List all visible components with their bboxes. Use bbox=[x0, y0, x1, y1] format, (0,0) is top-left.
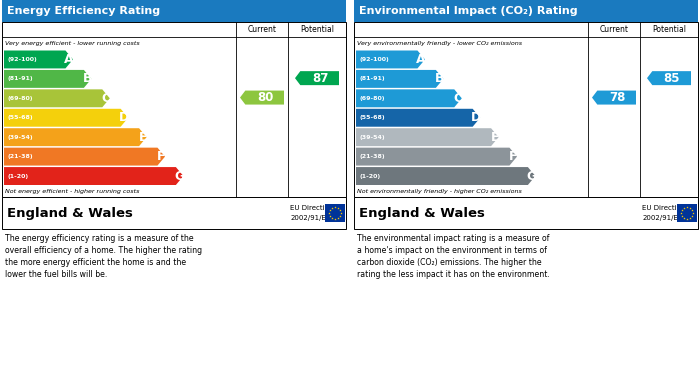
Polygon shape bbox=[356, 128, 498, 146]
Polygon shape bbox=[356, 90, 462, 107]
Text: Environmental Impact (CO₂) Rating: Environmental Impact (CO₂) Rating bbox=[359, 6, 578, 16]
Polygon shape bbox=[4, 148, 165, 165]
Text: EU Directive: EU Directive bbox=[290, 206, 332, 212]
Polygon shape bbox=[647, 71, 691, 85]
Polygon shape bbox=[356, 50, 425, 68]
Polygon shape bbox=[356, 167, 536, 185]
Text: (21-38): (21-38) bbox=[359, 154, 384, 159]
Text: 80: 80 bbox=[257, 91, 273, 104]
Text: Not environmentally friendly - higher CO₂ emissions: Not environmentally friendly - higher CO… bbox=[357, 188, 522, 194]
Text: (1-20): (1-20) bbox=[359, 174, 380, 179]
Polygon shape bbox=[295, 71, 339, 85]
Text: F: F bbox=[157, 150, 165, 163]
Text: G: G bbox=[526, 170, 537, 183]
Text: B: B bbox=[83, 72, 92, 85]
Polygon shape bbox=[240, 91, 284, 104]
Text: Potential: Potential bbox=[652, 25, 686, 34]
Text: 2002/91/EC: 2002/91/EC bbox=[643, 215, 683, 221]
Text: A: A bbox=[64, 53, 74, 66]
Text: Very energy efficient - lower running costs: Very energy efficient - lower running co… bbox=[5, 41, 140, 45]
Bar bbox=[2, 0, 346, 22]
Text: Not energy efficient - higher running costs: Not energy efficient - higher running co… bbox=[5, 188, 139, 194]
Text: (81-91): (81-91) bbox=[7, 76, 33, 81]
Bar bbox=[2, 197, 346, 229]
Text: (21-38): (21-38) bbox=[7, 154, 33, 159]
Text: E: E bbox=[491, 131, 499, 143]
Polygon shape bbox=[4, 70, 92, 88]
Text: Current: Current bbox=[248, 25, 276, 34]
Text: (92-100): (92-100) bbox=[359, 57, 389, 62]
Text: The environmental impact rating is a measure of
a home's impact on the environme: The environmental impact rating is a mea… bbox=[357, 234, 550, 280]
Bar bbox=[354, 197, 698, 229]
Text: 85: 85 bbox=[664, 72, 680, 84]
Bar bbox=[677, 204, 697, 222]
Bar bbox=[354, 22, 698, 197]
Text: Potential: Potential bbox=[300, 25, 334, 34]
Text: E: E bbox=[139, 131, 147, 143]
Polygon shape bbox=[4, 50, 73, 68]
Polygon shape bbox=[356, 70, 443, 88]
Text: England & Wales: England & Wales bbox=[359, 206, 485, 219]
Text: 2002/91/EC: 2002/91/EC bbox=[290, 215, 331, 221]
Text: (69-80): (69-80) bbox=[359, 96, 384, 101]
Polygon shape bbox=[4, 128, 146, 146]
Text: (39-54): (39-54) bbox=[7, 135, 33, 140]
Text: (39-54): (39-54) bbox=[359, 135, 384, 140]
Text: C: C bbox=[454, 92, 463, 105]
Text: (55-68): (55-68) bbox=[7, 115, 33, 120]
Text: Energy Efficiency Rating: Energy Efficiency Rating bbox=[7, 6, 160, 16]
Polygon shape bbox=[356, 148, 517, 165]
Polygon shape bbox=[356, 109, 480, 127]
Text: Current: Current bbox=[599, 25, 629, 34]
Text: F: F bbox=[509, 150, 517, 163]
Polygon shape bbox=[4, 109, 128, 127]
Text: 78: 78 bbox=[609, 91, 625, 104]
Text: (55-68): (55-68) bbox=[359, 115, 384, 120]
Text: England & Wales: England & Wales bbox=[7, 206, 133, 219]
Text: Very environmentally friendly - lower CO₂ emissions: Very environmentally friendly - lower CO… bbox=[357, 41, 522, 45]
Text: A: A bbox=[416, 53, 426, 66]
Text: B: B bbox=[435, 72, 444, 85]
Text: D: D bbox=[119, 111, 130, 124]
Bar bbox=[354, 0, 698, 22]
Polygon shape bbox=[4, 167, 183, 185]
Text: (69-80): (69-80) bbox=[7, 96, 32, 101]
Text: The energy efficiency rating is a measure of the
overall efficiency of a home. T: The energy efficiency rating is a measur… bbox=[5, 234, 202, 280]
Text: D: D bbox=[471, 111, 482, 124]
Text: (1-20): (1-20) bbox=[7, 174, 28, 179]
Text: C: C bbox=[102, 92, 111, 105]
Text: (92-100): (92-100) bbox=[7, 57, 36, 62]
Polygon shape bbox=[592, 91, 636, 104]
Text: 87: 87 bbox=[312, 72, 328, 84]
Text: (81-91): (81-91) bbox=[359, 76, 384, 81]
Text: G: G bbox=[174, 170, 185, 183]
Bar bbox=[2, 22, 346, 197]
Bar bbox=[325, 204, 345, 222]
Text: EU Directive: EU Directive bbox=[641, 206, 685, 212]
Polygon shape bbox=[4, 90, 110, 107]
